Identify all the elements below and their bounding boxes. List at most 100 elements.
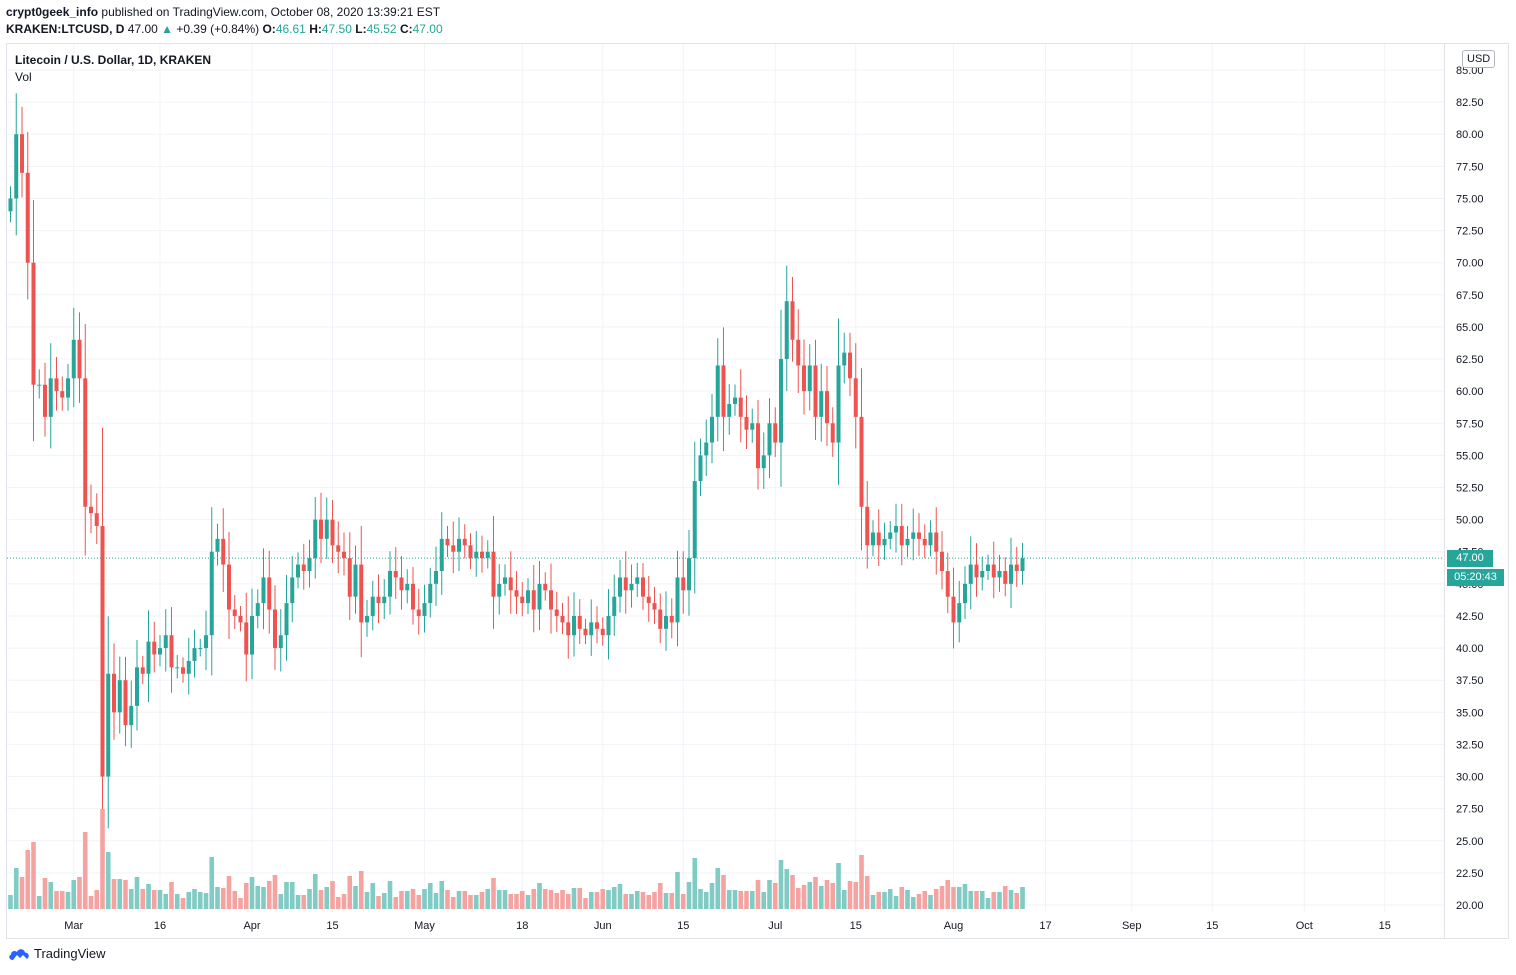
- candle-body: [980, 571, 985, 578]
- volume-bar: [65, 892, 71, 909]
- volume-bar: [88, 896, 94, 909]
- candle-body: [1009, 564, 1013, 584]
- volume-bar: [502, 890, 508, 909]
- volume-bar: [548, 890, 554, 909]
- high-label: H:: [309, 22, 322, 36]
- volume-bar: [560, 890, 565, 909]
- candle-body: [244, 622, 249, 655]
- candle-body: [560, 615, 565, 623]
- candle-body: [687, 558, 691, 591]
- candle-body: [888, 532, 893, 539]
- candle-body: [756, 423, 760, 469]
- chart-frame: [6, 43, 1509, 939]
- currency-badge[interactable]: USD: [1462, 50, 1496, 68]
- volume-bar: [508, 894, 514, 909]
- volume-bar: [847, 881, 853, 909]
- volume-bar: [997, 892, 1002, 909]
- y-tick-label: 82.50: [1456, 97, 1484, 109]
- candle-body: [537, 583, 542, 610]
- volume-bar: [151, 890, 157, 909]
- volume-bar: [123, 880, 128, 909]
- volume-bar: [968, 891, 974, 909]
- volume-bar: [261, 887, 266, 909]
- y-tick-label: 80.00: [1456, 129, 1484, 141]
- x-tick-label: 15: [677, 920, 689, 932]
- volume-bar: [974, 891, 979, 909]
- volume-bar: [134, 877, 140, 909]
- volume-bar: [606, 890, 611, 909]
- volume-bar: [634, 891, 640, 909]
- volume-bar: [629, 894, 634, 909]
- candle-body: [974, 564, 979, 578]
- published-text: published on TradingView.com, October 08…: [101, 5, 441, 19]
- candle-body: [853, 378, 858, 417]
- volume-bar: [25, 850, 31, 909]
- candle-body: [675, 577, 680, 623]
- candle-body: [1003, 571, 1008, 584]
- candle-body: [267, 577, 272, 610]
- volume-bar: [8, 895, 13, 909]
- tradingview-brand[interactable]: TradingView: [8, 946, 106, 961]
- y-tick-label: 27.50: [1456, 804, 1484, 816]
- volume-bar: [48, 882, 54, 909]
- y-tick-label: 30.00: [1456, 772, 1484, 784]
- volume-bar: [272, 875, 278, 909]
- candle-body: [721, 365, 726, 417]
- candle-body: [77, 339, 82, 379]
- volume-bar: [732, 890, 738, 909]
- candle-body: [146, 641, 151, 674]
- candle-body: [14, 134, 19, 199]
- volume-bar: [537, 883, 542, 909]
- volume-bar: [910, 897, 916, 909]
- volume-bar: [611, 887, 617, 909]
- chart-legend-title[interactable]: Litecoin / U.S. Dollar, 1D, KRAKEN: [15, 53, 212, 67]
- volume-legend[interactable]: Vol: [15, 70, 32, 84]
- volume-bar: [473, 895, 479, 909]
- volume-bar: [77, 877, 82, 909]
- volume-bar: [565, 894, 571, 909]
- volume-bar: [335, 897, 341, 909]
- countdown-tag: 05:20:43: [1447, 569, 1504, 586]
- y-tick-label: 85.00: [1456, 65, 1484, 77]
- candle-body: [836, 365, 841, 443]
- volume-bar: [381, 893, 387, 909]
- candle-body: [37, 384, 42, 386]
- volume-bar: [933, 889, 939, 909]
- last-price: 47.00: [127, 22, 158, 36]
- symbol-label[interactable]: KRAKEN:LTCUSD, D: [6, 22, 125, 36]
- volume-bar: [307, 889, 312, 909]
- volume-bar: [1008, 890, 1014, 909]
- volume-bar: [82, 832, 88, 909]
- volume-bar: [951, 887, 956, 909]
- volume-bar: [169, 882, 174, 909]
- candle-body: [221, 538, 226, 565]
- candle-body: [485, 551, 490, 559]
- candle-body: [790, 301, 795, 340]
- candle-body: [727, 404, 732, 417]
- volume-bar: [215, 887, 220, 909]
- x-tick-label: 15: [850, 920, 862, 932]
- volume-bar: [174, 894, 180, 909]
- x-tick-label: Sep: [1122, 920, 1142, 932]
- candle-body: [60, 391, 65, 398]
- volume-bar: [680, 894, 686, 909]
- candle-body: [129, 705, 134, 726]
- candle-body: [43, 384, 47, 417]
- author-name[interactable]: crypt0geek_info: [6, 5, 99, 19]
- y-tick-label: 42.50: [1456, 611, 1484, 623]
- y-tick-label: 70.00: [1456, 258, 1484, 270]
- volume-bar: [364, 892, 370, 909]
- candle-body: [307, 558, 312, 571]
- volume-bar: [583, 898, 588, 909]
- candle-body: [278, 635, 283, 649]
- candle-body: [428, 583, 433, 604]
- x-tick-label: May: [414, 920, 435, 932]
- volume-bar: [801, 885, 807, 909]
- volume-bar: [991, 892, 997, 909]
- candle-body: [273, 609, 277, 649]
- candle-body: [255, 603, 260, 616]
- volume-bar: [399, 891, 404, 909]
- volume-bar: [790, 875, 795, 909]
- volume-bar: [893, 896, 899, 909]
